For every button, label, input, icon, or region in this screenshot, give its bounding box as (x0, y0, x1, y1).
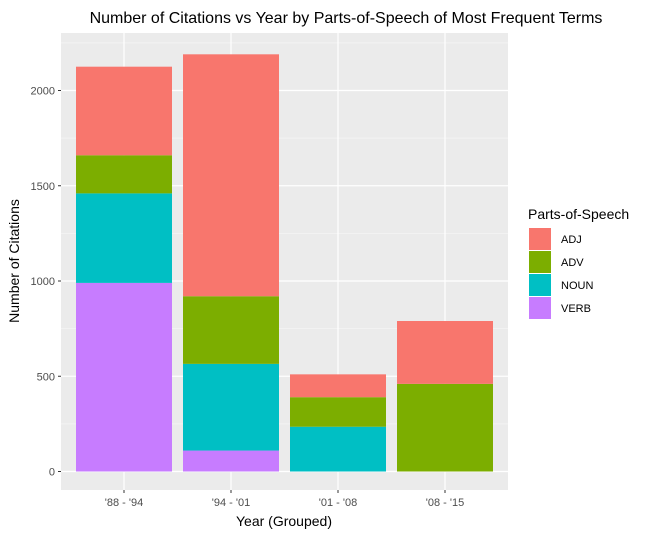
legend-label-verb: VERB (561, 303, 591, 315)
x-tick-label: '94 - '01 (212, 497, 250, 509)
legend-label-noun: NOUN (561, 280, 593, 292)
y-tick-label: 1000 (31, 276, 55, 288)
bars (76, 54, 493, 472)
bar-segment-adj (76, 66, 172, 156)
y-axis-title: Number of Citations (6, 199, 22, 323)
x-axis-title: Year (Grouped) (236, 513, 332, 529)
legend-key-noun (529, 274, 551, 296)
y-tick-label: 0 (49, 467, 55, 479)
y-axis: 0 500 1000 1500 2000 (31, 86, 61, 479)
legend: Parts-of-Speech ADJ ADV NOUN VERB (528, 206, 629, 319)
chart-title: Number of Citations vs Year by Parts-of-… (90, 10, 603, 27)
y-tick-label: 2000 (31, 86, 55, 98)
bar-segment-adj (290, 374, 386, 398)
bar-segment-adv (290, 397, 386, 427)
x-tick-label: '88 - '94 (105, 497, 143, 509)
bar-segment-verb (76, 282, 172, 472)
x-axis: '88 - '94 '94 - '01 '01 - '08 '08 - '15 (105, 490, 464, 509)
bar-segment-noun (290, 426, 386, 472)
legend-key-adj (529, 228, 551, 250)
bar-segment-adv (397, 383, 493, 472)
x-tick-label: '01 - '08 (319, 497, 357, 509)
legend-key-adv (529, 251, 551, 273)
bar-segment-verb (183, 450, 279, 472)
legend-title: Parts-of-Speech (528, 206, 629, 222)
legend-label-adv: ADV (561, 257, 584, 269)
x-tick-label: '08 - '15 (426, 497, 464, 509)
bar-segment-noun (76, 193, 172, 283)
bar-segment-noun (183, 363, 279, 451)
bar-segment-adj (183, 54, 279, 297)
legend-key-verb (529, 297, 551, 319)
y-tick-label: 1500 (31, 181, 55, 193)
bar-segment-adv (183, 296, 279, 364)
legend-label-adj: ADJ (561, 234, 582, 246)
y-tick-label: 500 (37, 371, 55, 383)
bar-segment-adv (76, 155, 172, 194)
bar-segment-adj (397, 321, 493, 384)
